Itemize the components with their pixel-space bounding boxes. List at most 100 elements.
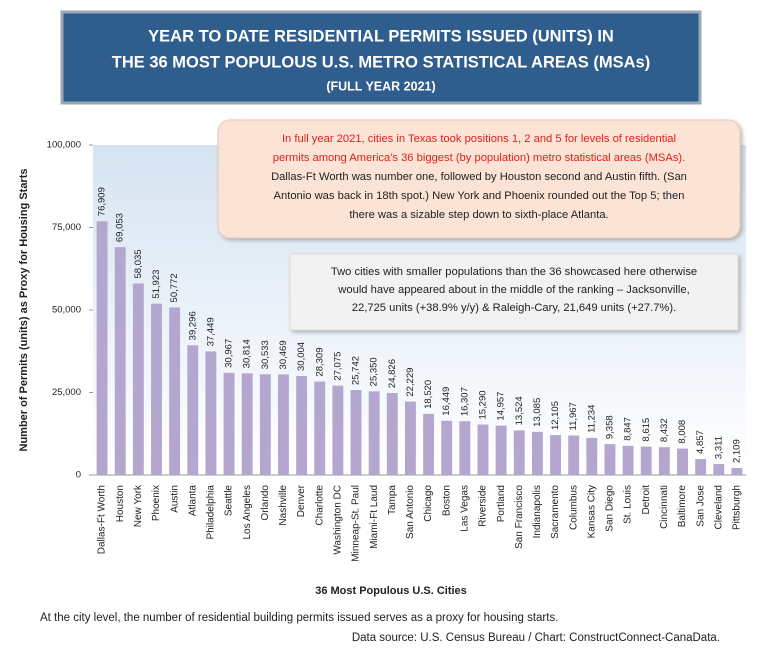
- value-label: 25,742: [351, 356, 362, 385]
- bar: [441, 420, 453, 475]
- value-label: 13,085: [532, 398, 543, 427]
- bar: [241, 373, 253, 475]
- x-tick-label: Cincinnati: [659, 485, 670, 529]
- x-tick-label: Atlanta: [187, 485, 198, 517]
- value-label: 50,772: [169, 273, 180, 302]
- bar: [187, 345, 199, 475]
- value-label: 11,234: [586, 405, 597, 433]
- x-tick-label: Orlando: [260, 485, 271, 521]
- x-tick-label: St. Louis: [623, 485, 634, 524]
- x-tick-label: Philadelphia: [206, 485, 217, 540]
- y-tick-label: 75,000: [52, 222, 81, 233]
- chart-subtitle: (FULL YEAR 2021): [326, 79, 435, 93]
- x-tick-label: Detroit: [641, 485, 652, 515]
- x-tick-label: Dallas-Ft Worth: [97, 485, 108, 554]
- bar: [96, 221, 108, 475]
- value-label: 14,957: [496, 392, 507, 421]
- value-label: 8,847: [623, 417, 634, 441]
- annotation-text: In full year 2021, cities in Texas took …: [282, 133, 676, 145]
- x-tick-label: Austin: [169, 485, 180, 513]
- x-tick-label: Kansas City: [586, 485, 597, 538]
- x-tick-label: San Diego: [605, 485, 616, 532]
- y-tick-label: 0: [76, 470, 81, 481]
- x-tick-label: Phoenix: [151, 485, 162, 521]
- bar: [550, 435, 561, 475]
- value-label: 58,035: [133, 249, 144, 278]
- bar: [459, 421, 471, 475]
- x-tick-label: New York: [133, 484, 144, 527]
- x-tick-label: Boston: [441, 485, 452, 516]
- value-label: 12,105: [550, 401, 561, 430]
- x-tick-label: Denver: [296, 484, 307, 517]
- x-tick-label: Chicago: [423, 485, 434, 522]
- annotation-text: there was a sizable step down to sixth-p…: [349, 209, 608, 221]
- annotation-text: permits among America's 36 biggest (by p…: [273, 152, 686, 164]
- bar: [296, 375, 308, 475]
- value-label: 30,814: [242, 339, 253, 368]
- y-tick-label: 50,000: [52, 305, 81, 316]
- x-tick-label: Columbus: [568, 485, 579, 530]
- bar: [658, 447, 670, 475]
- bar: [640, 446, 652, 475]
- x-tick-label: Cleveland: [713, 485, 724, 529]
- x-tick-label: Washington DC: [333, 485, 344, 555]
- bar: [386, 393, 398, 475]
- value-label: 3,311: [713, 436, 724, 459]
- y-axis-label: Number of Permits (units) as Proxy for H…: [18, 169, 30, 452]
- value-label: 8,615: [641, 418, 652, 442]
- bar: [604, 444, 616, 475]
- source: Data source: U.S. Census Bureau / Chart:…: [352, 632, 720, 644]
- x-tick-label: Charlotte: [314, 485, 325, 526]
- y-tick-label: 100,000: [47, 140, 81, 151]
- value-label: 37,449: [205, 317, 216, 346]
- value-label: 4,857: [695, 430, 706, 454]
- bar: [404, 401, 416, 475]
- value-label: 18,520: [423, 380, 434, 409]
- value-label: 28,309: [314, 348, 325, 377]
- value-label: 24,826: [387, 359, 398, 388]
- bar: [495, 425, 507, 475]
- x-tick-label: Sacramento: [550, 485, 561, 539]
- value-label: 25,350: [369, 357, 380, 386]
- x-tick-label: Miami-Ft Laud: [369, 485, 380, 549]
- value-label: 22,229: [405, 368, 416, 397]
- title-box: [60, 10, 702, 105]
- x-tick-label: Indianapolis: [532, 485, 543, 538]
- value-label: 8,432: [659, 418, 670, 442]
- annotation-text: 22,725 units (+38.9% y/y) & Raleigh-Cary…: [352, 302, 676, 314]
- value-label: 69,053: [115, 213, 126, 242]
- bar: [151, 303, 162, 475]
- value-label: 11,967: [568, 402, 579, 430]
- x-tick-label: Seattle: [224, 485, 235, 517]
- chart-title: THE 36 MOST POPULOUS U.S. METRO STATISTI…: [112, 53, 650, 71]
- x-tick-label: Las Vegas: [459, 485, 470, 532]
- x-tick-label: Nashville: [278, 485, 289, 526]
- value-label: 30,533: [260, 340, 271, 369]
- x-tick-label: Minneap-St. Paul: [351, 485, 362, 562]
- bar: [332, 385, 344, 475]
- value-label: 9,358: [604, 415, 615, 439]
- bar: [586, 437, 598, 475]
- bar: [259, 374, 271, 475]
- bar: [477, 424, 489, 475]
- x-tick-label: Los Angeles: [242, 485, 253, 540]
- bar: [695, 458, 707, 475]
- value-label: 39,296: [187, 311, 198, 340]
- footnote: At the city level, the number of residen…: [40, 612, 558, 624]
- value-label: 51,923: [151, 270, 162, 299]
- x-tick-label: San Antonio: [405, 485, 416, 539]
- chart-title: YEAR TO DATE RESIDENTIAL PERMITS ISSUED …: [148, 27, 614, 45]
- value-label: 13,524: [514, 396, 525, 425]
- bar: [114, 247, 126, 475]
- x-tick-label: Baltimore: [677, 485, 688, 528]
- bar: [568, 435, 580, 475]
- bar: [531, 431, 543, 475]
- value-label: 16,449: [441, 387, 452, 416]
- bar: [223, 372, 235, 475]
- bar: [713, 464, 725, 475]
- y-tick-label: 25,000: [52, 387, 81, 398]
- annotation-box: [289, 253, 739, 331]
- annotation-text: would have appeared about in the middle …: [337, 284, 689, 296]
- bar: [350, 390, 362, 475]
